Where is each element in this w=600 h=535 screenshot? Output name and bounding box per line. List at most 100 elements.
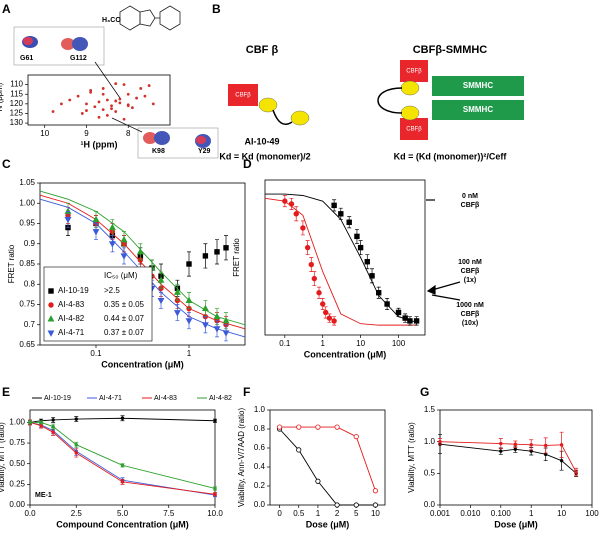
y-axis-label: ¹⁵N (ppm) bbox=[0, 82, 4, 117]
plot-frame bbox=[439, 409, 593, 506]
y-tick-label: 1.00 bbox=[9, 418, 25, 427]
marker bbox=[372, 502, 379, 508]
marker bbox=[529, 443, 533, 447]
smmhc-box bbox=[432, 76, 524, 96]
marker bbox=[202, 253, 209, 259]
plot-frame bbox=[27, 74, 171, 126]
peak bbox=[51, 110, 55, 113]
fit-curve bbox=[39, 190, 246, 326]
x-axis-label: Concentration (μM) bbox=[304, 349, 387, 359]
domain-label: SMMHC bbox=[463, 105, 493, 114]
x-tick-label: 0.001 bbox=[430, 509, 451, 518]
peak bbox=[89, 88, 93, 92]
marker bbox=[288, 201, 295, 207]
annotation: K98 bbox=[152, 148, 165, 155]
marker bbox=[201, 322, 209, 329]
peak bbox=[114, 82, 118, 86]
marker bbox=[282, 198, 288, 204]
marker bbox=[353, 433, 359, 440]
marker bbox=[39, 423, 43, 428]
cbfb-box bbox=[400, 118, 428, 140]
structure bbox=[119, 5, 181, 31]
legend-label: AI-4-83 bbox=[58, 300, 85, 309]
legend-value: >2.5 bbox=[104, 286, 120, 295]
marker bbox=[402, 315, 408, 321]
box-label: CBFβ bbox=[235, 93, 251, 99]
legend-title: IC₅₀ (μM) bbox=[104, 271, 138, 280]
peak bbox=[97, 115, 101, 119]
peak bbox=[147, 84, 151, 87]
peak bbox=[97, 100, 101, 104]
x-tick-label: 10.0 bbox=[207, 509, 223, 518]
peak bbox=[101, 92, 105, 96]
marker bbox=[559, 458, 564, 463]
marker bbox=[323, 309, 329, 316]
x-tick-label: 1 bbox=[187, 349, 192, 358]
marker bbox=[346, 219, 352, 225]
ligand bbox=[400, 80, 420, 96]
arrows bbox=[426, 199, 461, 301]
panel-label: A bbox=[2, 2, 11, 16]
marker bbox=[384, 301, 390, 307]
legend-value: 0.37 ± 0.07 bbox=[104, 328, 145, 337]
marker bbox=[185, 318, 193, 325]
peak bbox=[85, 109, 88, 112]
y-axis-label: FRET ratio bbox=[7, 244, 16, 283]
x-tick-label: 10 bbox=[356, 339, 365, 348]
x-axis-label: ¹H (ppm) bbox=[81, 139, 118, 149]
y-tick-label: 1.00 bbox=[19, 198, 35, 207]
y-tick-label: 0.8 bbox=[254, 424, 266, 433]
peak bbox=[118, 101, 122, 105]
plot-frame bbox=[269, 409, 386, 506]
marker bbox=[499, 449, 503, 453]
peak bbox=[60, 102, 63, 106]
marker bbox=[47, 315, 55, 322]
marker bbox=[413, 318, 420, 324]
peak bbox=[122, 83, 126, 87]
diagram: CBF β CBFβ-SMMHC CBFβ AI-10-49 CBFβ CBFβ… bbox=[219, 44, 524, 161]
annotation: CBFβ bbox=[461, 202, 480, 209]
x-axis-label: Dose (μM) bbox=[306, 519, 350, 529]
annotation: 1000 nM bbox=[456, 302, 484, 309]
peak bbox=[110, 104, 113, 108]
marker bbox=[173, 288, 181, 295]
marker bbox=[185, 296, 193, 303]
y-tick-label: 0.0 bbox=[254, 500, 266, 509]
peak bbox=[143, 94, 147, 98]
marker bbox=[120, 235, 128, 243]
diagram-title: CBFβ-SMMHC bbox=[413, 44, 488, 56]
peak bbox=[139, 87, 143, 90]
marker bbox=[308, 261, 315, 268]
marker bbox=[223, 245, 229, 251]
y-tick-label: 0.5 bbox=[424, 468, 436, 477]
y-tick-label: 0.2 bbox=[254, 481, 266, 490]
formula: Kd = Kd (monomer)/2 bbox=[219, 151, 310, 161]
marker bbox=[120, 480, 125, 484]
y-axis-label: Viability, Ann-V/7AAD (ratio) bbox=[237, 408, 246, 508]
legend-label: AI-4-71 bbox=[58, 328, 85, 337]
marker bbox=[513, 447, 518, 451]
marker bbox=[276, 424, 283, 430]
x-tick-label: 1 bbox=[529, 509, 534, 518]
marker bbox=[331, 318, 337, 324]
marker bbox=[499, 441, 503, 446]
marker bbox=[544, 452, 548, 457]
marker bbox=[357, 244, 364, 251]
marker bbox=[92, 229, 100, 236]
peak bbox=[101, 87, 105, 90]
marker bbox=[293, 211, 299, 217]
fit-curve bbox=[39, 194, 246, 330]
marker bbox=[222, 330, 230, 337]
x-tick-label: 2 bbox=[335, 509, 340, 518]
legend-label: AI-10-19 bbox=[44, 395, 71, 402]
y-tick-label: 1.0 bbox=[254, 405, 266, 414]
y-tick-label: 0.4 bbox=[254, 462, 266, 471]
y-tick-label: 120 bbox=[10, 99, 24, 108]
y-tick-label: 1.05 bbox=[19, 178, 35, 187]
x-tick-label: 0.0 bbox=[24, 509, 36, 518]
x-tick-label: 5.0 bbox=[117, 509, 129, 518]
peak bbox=[93, 105, 97, 109]
x-tick-label: 9 bbox=[84, 129, 89, 138]
plot-frame bbox=[264, 179, 426, 336]
marker bbox=[353, 502, 359, 508]
